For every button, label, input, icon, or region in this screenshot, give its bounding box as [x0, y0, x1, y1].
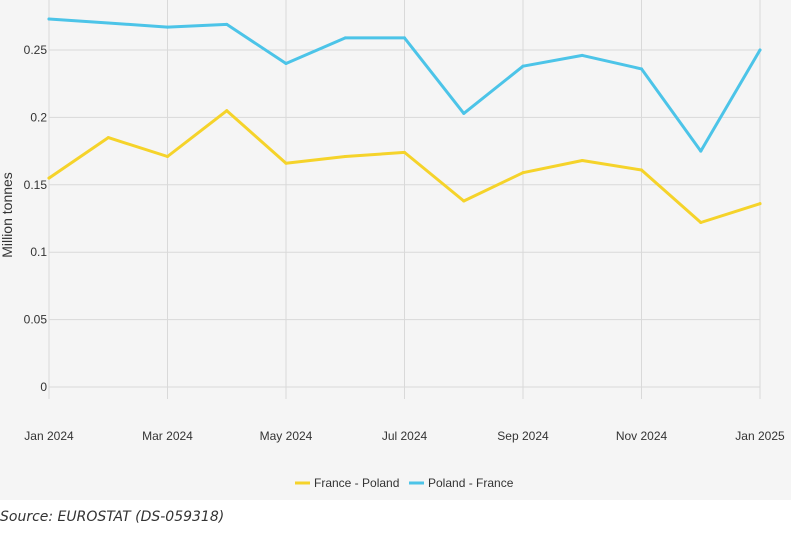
x-tick-label: Jan 2025: [735, 429, 785, 443]
data-point[interactable]: [166, 154, 169, 158]
data-point[interactable]: [521, 64, 525, 68]
x-tick-label: Jan 2024: [24, 429, 74, 443]
legend-item[interactable]: France - Poland: [295, 476, 399, 490]
x-tick-label: Sep 2024: [497, 429, 549, 443]
data-point[interactable]: [166, 25, 169, 29]
chart-area: 0 0.05 0.1 0.15 0.2 0.25 Jan 2024 Mar 2024 May …: [0, 0, 786, 490]
data-point[interactable]: [699, 149, 703, 153]
x-tick-label: Mar 2024: [142, 429, 193, 443]
data-point[interactable]: [343, 36, 347, 40]
data-point[interactable]: [284, 61, 288, 65]
y-tick-label: 0.25: [24, 43, 48, 57]
data-point[interactable]: [521, 171, 525, 175]
legend-label: France - Poland: [314, 476, 399, 490]
series-france-poland[interactable]: [47, 109, 762, 225]
data-point[interactable]: [225, 22, 229, 26]
data-point[interactable]: [758, 202, 762, 206]
y-tick-label: 0.15: [24, 178, 48, 192]
y-axis-label: Million tonnes: [0, 172, 15, 258]
data-point[interactable]: [284, 161, 288, 165]
data-point[interactable]: [758, 48, 762, 52]
data-point[interactable]: [699, 221, 703, 225]
y-tick-label: 0.1: [30, 245, 47, 259]
data-point[interactable]: [403, 150, 406, 154]
series: [47, 17, 762, 225]
data-point[interactable]: [106, 21, 110, 25]
data-point[interactable]: [106, 136, 110, 140]
grid: [48, 0, 761, 399]
source-note: Source: EUROSTAT (DS-059318): [0, 509, 225, 525]
data-point[interactable]: [462, 199, 466, 203]
data-point[interactable]: [640, 67, 643, 71]
y-tick-label: 0.2: [30, 110, 47, 124]
data-point[interactable]: [47, 176, 51, 180]
data-point[interactable]: [580, 159, 584, 163]
data-point[interactable]: [225, 109, 229, 113]
legend-item[interactable]: Poland - France: [409, 476, 514, 490]
series-poland-france[interactable]: [47, 17, 762, 153]
y-tick-label: 0.05: [24, 313, 48, 327]
line-chart: 0 0.05 0.1 0.15 0.2 0.25 Jan 2024 Mar 2024 May …: [0, 0, 785, 490]
data-point[interactable]: [403, 36, 406, 40]
x-axis-ticks: Jan 2024 Mar 2024 May 2024 Jul 2024 Sep 2024…: [24, 429, 785, 443]
x-tick-label: Jul 2024: [382, 429, 428, 443]
data-point[interactable]: [640, 168, 643, 172]
data-point[interactable]: [580, 53, 584, 57]
x-tick-label: May 2024: [260, 429, 313, 443]
legend-label: Poland - France: [428, 476, 514, 490]
data-point[interactable]: [343, 154, 347, 158]
data-point[interactable]: [47, 17, 51, 21]
y-axis-ticks: 0 0.05 0.1 0.15 0.2 0.25: [24, 43, 48, 394]
y-tick-label: 0: [40, 380, 47, 394]
data-point[interactable]: [462, 111, 466, 115]
legend[interactable]: France - Poland Poland - France: [295, 476, 514, 490]
x-tick-label: Nov 2024: [616, 429, 668, 443]
